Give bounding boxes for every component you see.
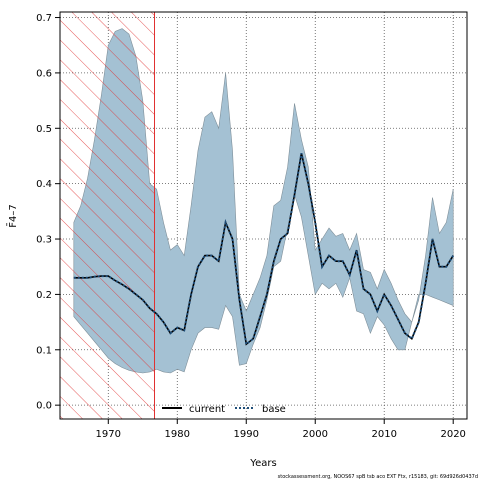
x-tick-label: 2020 [440, 429, 465, 440]
legend-label-current: current [189, 404, 225, 415]
confidence-band [73, 28, 454, 374]
plot-area [60, 12, 455, 419]
x-tick-label: 1980 [165, 429, 190, 440]
plot-frame [59, 11, 468, 420]
footer-caption: stockassessment.org, NOOS67 spB tsb aco … [278, 474, 478, 480]
x-tick-label: 1990 [234, 429, 259, 440]
y-axis: 0.0 0.1 0.2 0.3 0.4 0.5 0.6 0.7 [36, 13, 60, 412]
y-tick-label: 0.4 [36, 179, 52, 190]
x-tick-label: 2010 [371, 429, 396, 440]
legend-label-base: base [262, 404, 286, 415]
x-axis-label: Years [249, 458, 276, 469]
x-tick-label: 1970 [96, 429, 121, 440]
y-tick-label: 0.0 [36, 401, 52, 412]
y-tick-label: 0.1 [36, 345, 52, 356]
x-axis: 1970 1980 1990 2000 2010 2020 [96, 419, 466, 440]
y-tick-label: 0.3 [36, 235, 52, 246]
y-axis-label: F̄4–7 [6, 204, 19, 227]
x-tick-label: 2000 [303, 429, 328, 440]
y-tick-label: 0.5 [36, 124, 52, 135]
series-line-base [73, 152, 455, 347]
y-tick-label: 0.6 [36, 68, 52, 79]
legend: current base [162, 404, 286, 415]
y-tick-label: 0.2 [36, 290, 52, 301]
y-tick-label: 0.7 [36, 13, 52, 24]
shaded-region [60, 12, 156, 419]
